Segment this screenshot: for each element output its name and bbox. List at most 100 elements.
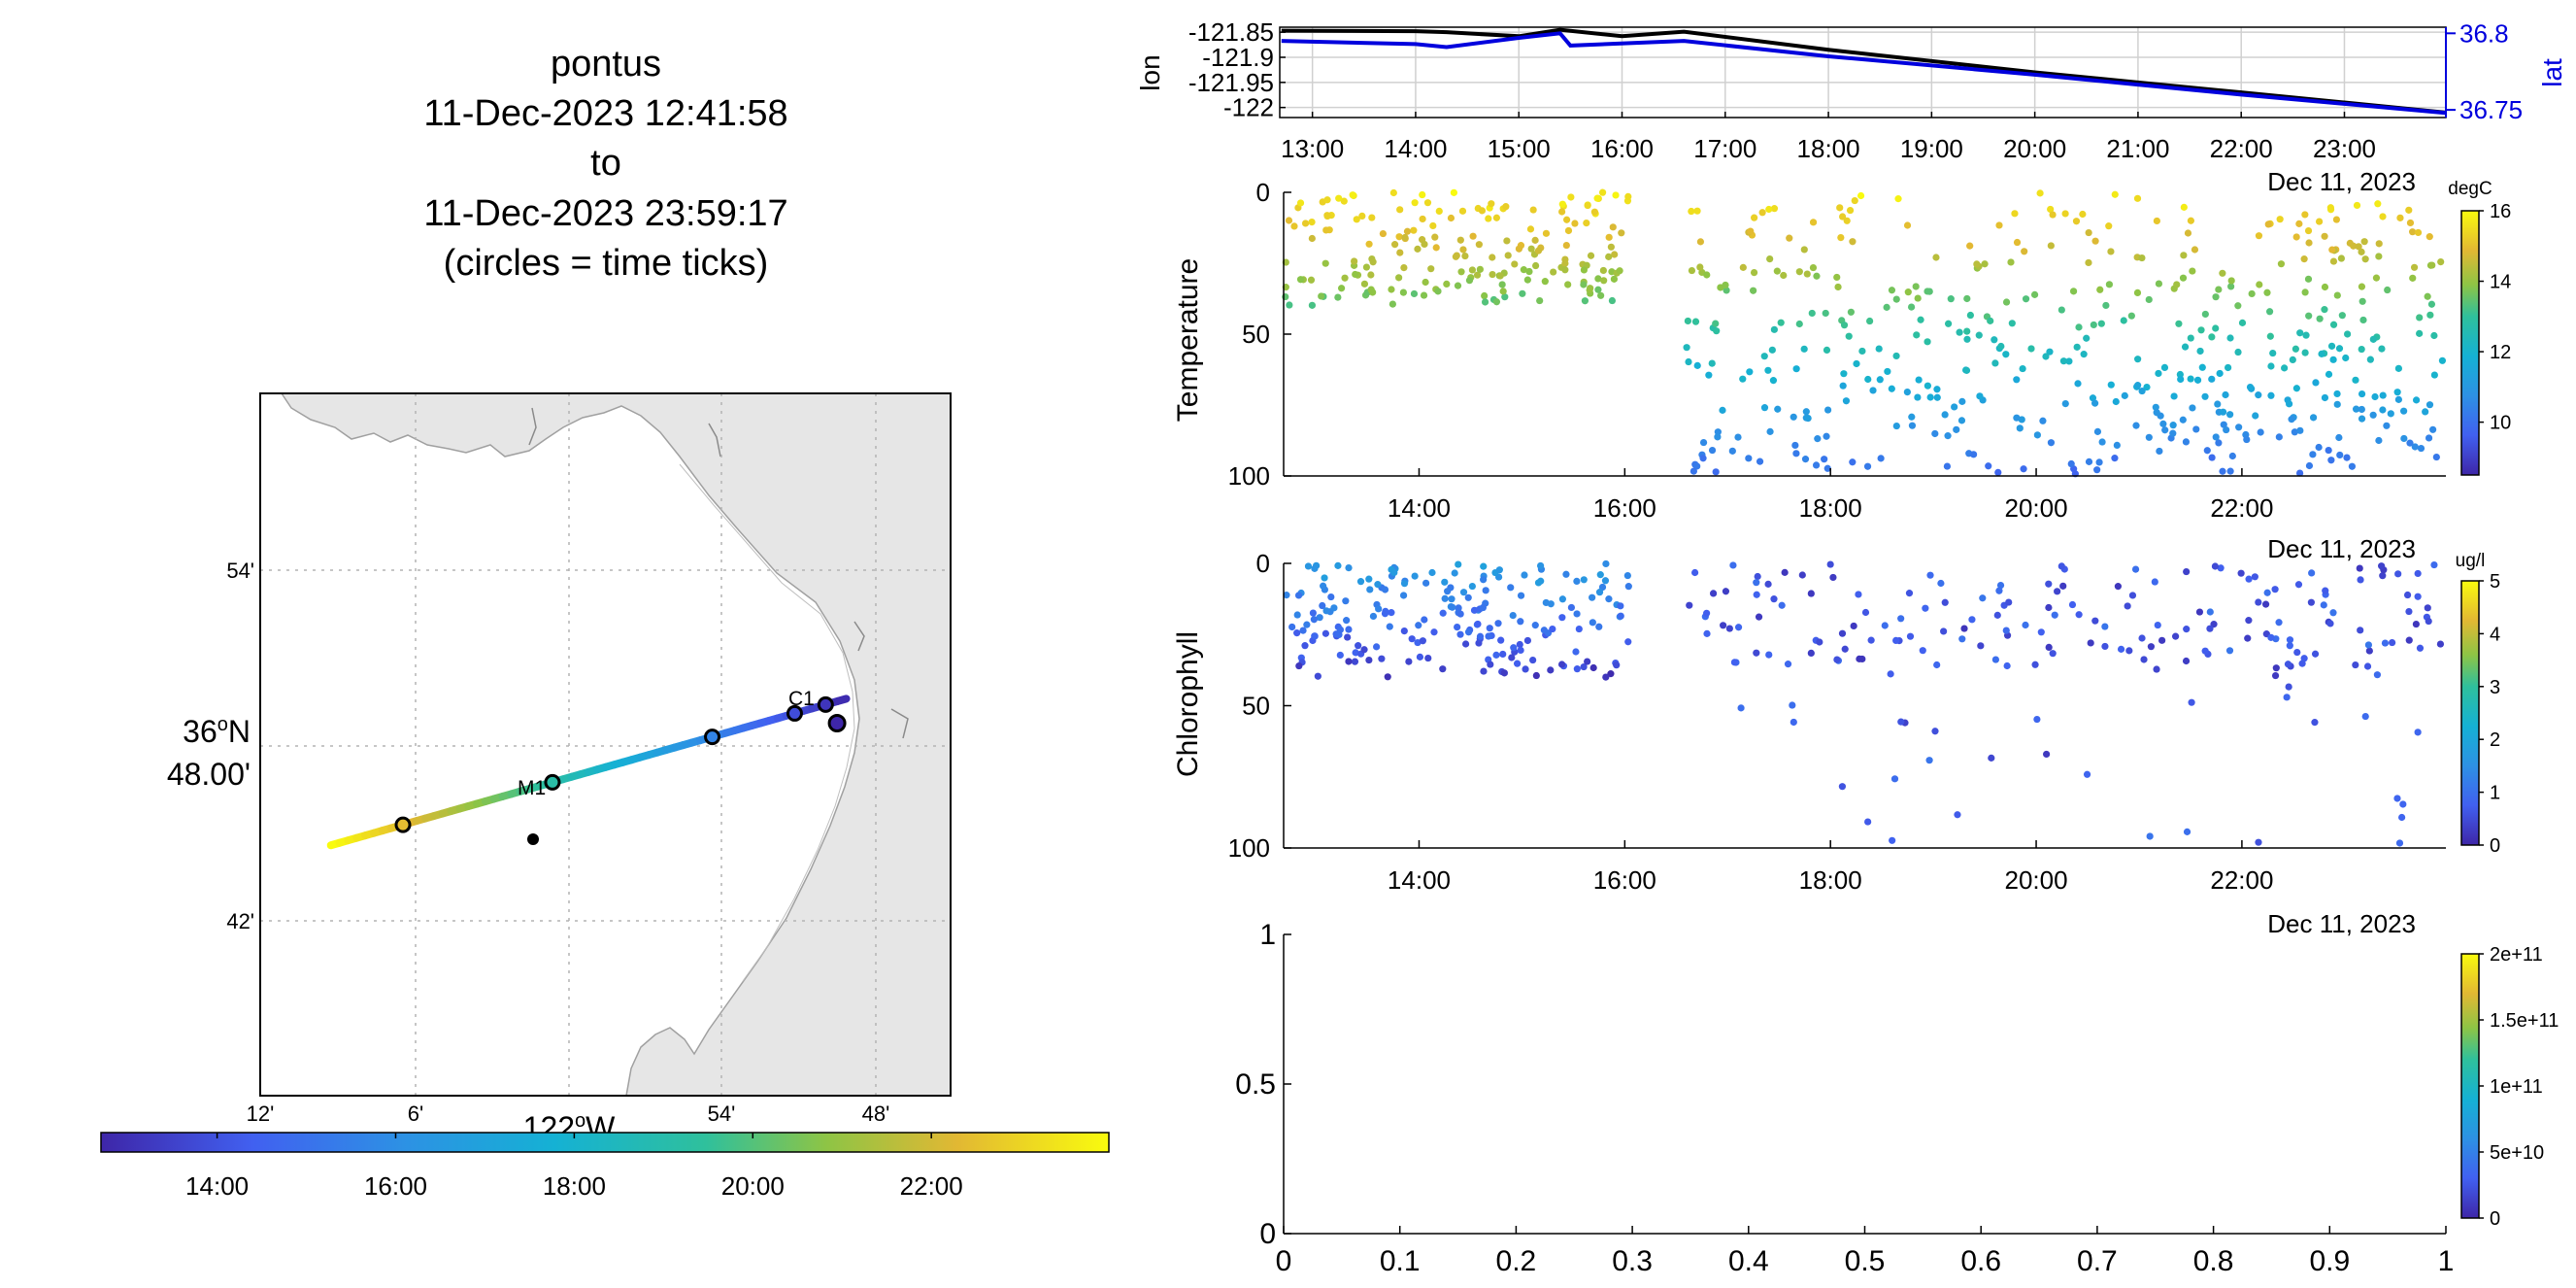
temperature-point [1908, 413, 1916, 421]
temperature-point [2432, 453, 2440, 461]
chlorophyll-point [1388, 609, 1395, 617]
temperature-point [1824, 406, 1832, 414]
temperature-point [2410, 263, 2419, 271]
chlorophyll-point [2365, 647, 2373, 655]
chlorophyll-point [2293, 648, 2301, 657]
temperature-point [1285, 217, 1293, 224]
temperature-point [1605, 233, 1613, 241]
temperature-point [1708, 359, 1716, 367]
temperature-point [1734, 433, 1742, 441]
temperature-point [1904, 288, 1912, 296]
temperature-point [1526, 225, 1535, 233]
temperature-point [2359, 297, 2366, 305]
position-x-tick-label: 16:00 [1590, 134, 1654, 163]
chlorophyll-point [2245, 617, 2253, 625]
temperature-point [1340, 197, 1348, 205]
temperature-point [2061, 399, 2069, 408]
temperature-point [2425, 401, 2434, 409]
temperature-point [1353, 216, 1360, 223]
empty-colorbar-ticks: 2e+11 1.5e+11 1e+11 5e+10 0 [2479, 944, 2559, 1230]
temperature-point [2302, 331, 2310, 339]
temperature-point [2263, 288, 2271, 296]
temperature-point [1845, 332, 1853, 340]
chlorophyll-x-tick-label: 16:00 [1593, 865, 1656, 895]
temperature-point [2276, 216, 2284, 223]
temperature-point [1323, 212, 1331, 220]
chlorophyll-point [1906, 632, 1915, 640]
temperature-point [1618, 229, 1625, 237]
temperature-point [2134, 382, 2142, 390]
chlorophyll-point [1322, 607, 1330, 615]
chlorophyll-point [2003, 661, 2011, 670]
lon-tick-label: -121.95 [1188, 68, 1274, 97]
temperature-point [2057, 306, 2065, 314]
ship-track [326, 695, 851, 850]
temperature-point [1335, 194, 1343, 202]
temperature-point [1496, 272, 1504, 280]
chlorophyll-point [2244, 634, 2252, 642]
temperature-point [1527, 245, 1535, 253]
temperature-point [2180, 203, 2188, 211]
chlorophyll-point [2087, 639, 2094, 647]
chlorophyll-point [1517, 592, 1525, 599]
chlorophyll-point [2131, 565, 2140, 573]
temperature-point [1951, 403, 1958, 411]
temperature-point [2021, 248, 2028, 255]
chlorophyll-point [2393, 795, 2401, 802]
temperature-point [1809, 263, 1818, 272]
chlorophyll-point [1996, 581, 2005, 590]
temperature-point [1846, 206, 1855, 215]
time-colorbar-tick-label: 14:00 [185, 1171, 249, 1201]
chlorophyll-y-tick-label: 0 [1256, 549, 1270, 578]
temperature-point [2047, 439, 2056, 447]
position-x-tick-label: 23:00 [2313, 134, 2376, 163]
chlorophyll-point [2005, 598, 2013, 606]
chlorophyll-point [2294, 581, 2303, 589]
chlorophyll-point [1499, 650, 1507, 659]
temperature-point [1745, 455, 1753, 462]
chlorophyll-point [1351, 658, 1359, 665]
chlorophyll-point [2124, 602, 2131, 610]
temperature-colorbar-unit: degC [2448, 179, 2492, 199]
chlorophyll-point [1319, 601, 1326, 610]
temperature-point [2396, 214, 2404, 221]
chlorophyll-point [1703, 629, 1711, 637]
temperature-point [2409, 228, 2417, 236]
chlorophyll-x-tick-label: 14:00 [1388, 865, 1451, 895]
chlorophyll-point [1299, 627, 1307, 634]
lon-axis-ticks: -121.85-121.9-121.95-122 [1188, 17, 1286, 122]
chlorophyll-point [1461, 640, 1470, 648]
temperature-point [2358, 345, 2365, 354]
temperature-point [1481, 291, 1489, 300]
temperature-point [2304, 226, 2313, 235]
chlorophyll-point [1534, 579, 1543, 587]
temperature-point [2359, 316, 2367, 324]
chlorophyll-point [1722, 588, 1730, 595]
temperature-point [1488, 200, 1495, 208]
temperature-point [1322, 226, 1330, 234]
chlorophyll-point [2188, 698, 2195, 706]
chlorophyll-colorbar-tick-label: 3 [2490, 677, 2500, 698]
chlorophyll-point [1454, 623, 1461, 631]
temperature-point [2085, 258, 2092, 267]
chlorophyll-point [1510, 644, 1518, 652]
chlorophyll-point [1580, 576, 1588, 584]
chlorophyll-point [1514, 660, 1522, 667]
temperature-point [1286, 301, 1293, 309]
temperature-point [2291, 428, 2298, 436]
temperature-point [2394, 364, 2402, 372]
temperature-point [1803, 270, 1811, 278]
temperature-colorbar-tick-label: 12 [2490, 342, 2511, 363]
temperature-point [1481, 298, 1489, 306]
empty-colorbar-tick-label: 1.5e+11 [2490, 1010, 2559, 1032]
chlorophyll-point [1790, 718, 1797, 727]
temperature-point [2013, 414, 2021, 422]
chlorophyll-point [2405, 636, 2413, 644]
temperature-point [2208, 333, 2216, 341]
temperature-point [1836, 204, 1844, 212]
temperature-point [1422, 278, 1429, 287]
temperature-point [1888, 287, 1896, 294]
time-tick-circle [817, 695, 834, 713]
chlorophyll-point [1867, 636, 1875, 644]
temperature-point [2085, 458, 2093, 465]
